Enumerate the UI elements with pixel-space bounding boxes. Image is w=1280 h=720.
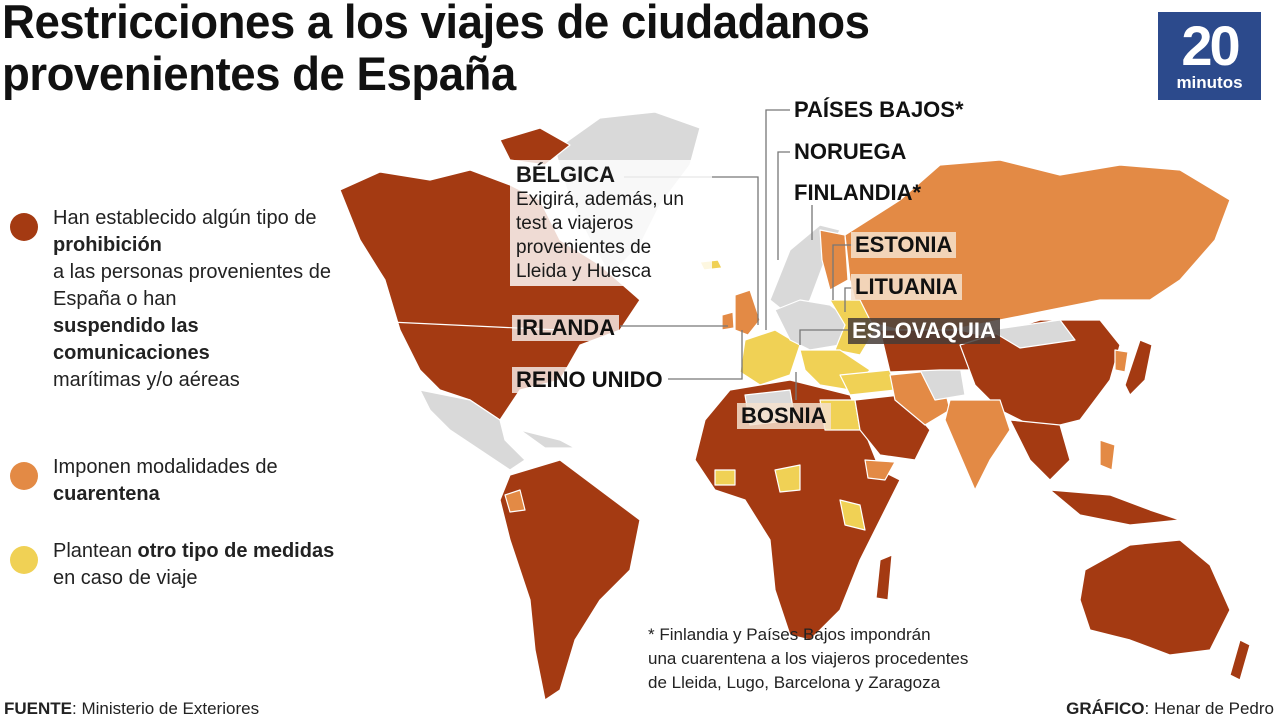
legend-text: Plantean bbox=[53, 540, 138, 562]
label-bosnia: BOSNIA bbox=[737, 403, 831, 429]
north-america bbox=[339, 169, 641, 421]
legend-text-bold: prohibición bbox=[53, 234, 162, 256]
caribbean bbox=[519, 429, 576, 449]
australia bbox=[1079, 539, 1231, 656]
20minutos-logo: 20 minutos bbox=[1158, 12, 1261, 100]
indonesia bbox=[1049, 489, 1181, 526]
label-finlandia: FINLANDIA* bbox=[794, 180, 922, 205]
mexico bbox=[419, 389, 526, 471]
source-text: : Ministerio de Exteriores bbox=[72, 699, 260, 718]
legend-item-quarantine: Imponen modalidades de cuarentena bbox=[10, 454, 340, 508]
label-irlanda: IRLANDA bbox=[512, 315, 619, 341]
source-label: FUENTE bbox=[4, 699, 72, 718]
label-belgica: BÉLGICA bbox=[516, 162, 615, 187]
quarantine-swatch bbox=[10, 462, 38, 490]
legend-text: Han establecido algún tipo de bbox=[53, 207, 317, 229]
legend-text: Imponen modalidades de bbox=[53, 456, 278, 478]
footnote-line: * Finlandia y Países Bajos impondrán bbox=[648, 625, 931, 644]
source: FUENTE: Ministerio de Exteriores bbox=[4, 698, 259, 720]
mongolia bbox=[989, 319, 1076, 349]
japan bbox=[1124, 339, 1153, 396]
leader-noruega bbox=[777, 151, 790, 260]
belgica-note: Exigirá, además, un test a viajeros prov… bbox=[516, 189, 684, 282]
legend-text-bold: otro tipo de medidas bbox=[137, 540, 335, 562]
leader-reino-unido bbox=[668, 330, 743, 380]
credit: GRÁFICO: Henar de Pedro bbox=[1066, 698, 1274, 720]
page-title: Restricciones a los viajes de ciudadanos… bbox=[2, 0, 870, 100]
finland bbox=[819, 229, 849, 291]
label-lituania: LITUANIA bbox=[851, 274, 962, 300]
credit-text: : Henar de Pedro bbox=[1144, 699, 1274, 718]
legend-text: marítimas y/o aéreas bbox=[53, 369, 240, 391]
horn-of-africa bbox=[864, 459, 896, 481]
africa-yellow-3 bbox=[714, 469, 736, 486]
title-line-2: provenientes de España bbox=[2, 47, 516, 100]
south-america-orange bbox=[504, 489, 526, 513]
footnote: * Finlandia y Países Bajos impondrán una… bbox=[648, 623, 968, 695]
turkey bbox=[839, 369, 896, 396]
label-noruega: NORUEGA bbox=[794, 139, 907, 164]
legend-text-bold: suspendido las comunicaciones bbox=[53, 315, 210, 364]
label-reino-unido: REINO UNIDO bbox=[512, 367, 667, 393]
logo-number: 20 bbox=[1181, 14, 1240, 77]
footnote-line: de Lleida, Lugo, Barcelona y Zaragoza bbox=[648, 673, 941, 692]
label-paises-bajos: PAÍSES BAJOS* bbox=[794, 97, 964, 122]
leader-eslovaquia bbox=[799, 329, 848, 345]
leader-paises-bajos bbox=[765, 109, 790, 330]
united-kingdom bbox=[734, 289, 761, 336]
western-europe bbox=[739, 329, 801, 386]
ireland bbox=[721, 311, 735, 331]
credit-label: GRÁFICO bbox=[1066, 699, 1145, 718]
south-america bbox=[499, 459, 641, 701]
logo-word: minutos bbox=[1176, 73, 1243, 92]
africa-yellow-1 bbox=[774, 464, 801, 493]
new-zealand bbox=[1229, 639, 1251, 681]
other-swatch bbox=[10, 546, 38, 574]
label-estonia: ESTONIA bbox=[851, 232, 957, 258]
legend-item-other: Plantean otro tipo de medidas en caso de… bbox=[10, 538, 340, 592]
india bbox=[944, 399, 1011, 491]
leader-lituania bbox=[844, 287, 853, 312]
africa-yellow-2 bbox=[839, 499, 866, 531]
prohibition-swatch bbox=[10, 213, 38, 241]
legend-item-prohibition: Han establecido algún tipo de prohibició… bbox=[10, 205, 340, 394]
legend-text: en caso de viaje bbox=[53, 567, 198, 589]
arctic-islands bbox=[499, 127, 571, 166]
southeast-asia bbox=[1009, 419, 1071, 481]
leader-estonia bbox=[832, 244, 853, 300]
label-eslovaquia: ESLOVAQUIA bbox=[848, 318, 1000, 344]
callout-belgica: BÉLGICA Exigirá, además, un test a viaje… bbox=[510, 160, 712, 286]
madagascar bbox=[875, 554, 893, 601]
korea bbox=[1114, 349, 1129, 373]
legend-text: a las personas provenientes de España o … bbox=[53, 261, 331, 310]
legend-text-bold: cuarentena bbox=[53, 483, 160, 505]
philippines bbox=[1099, 439, 1116, 471]
footnote-line: una cuarentena a los viajeros procedente… bbox=[648, 649, 969, 668]
title-line-1: Restricciones a los viajes de ciudadanos bbox=[2, 0, 870, 48]
